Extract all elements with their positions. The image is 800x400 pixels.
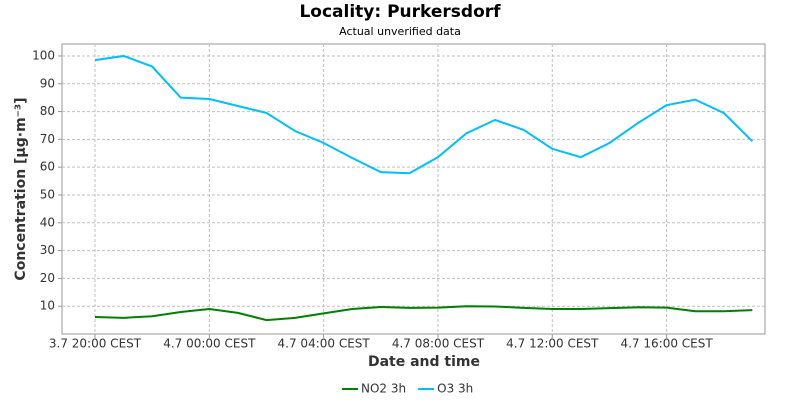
y-tick-label: 100 — [32, 48, 55, 62]
legend-label: O3 3h — [437, 382, 473, 396]
y-tick-label: 80 — [40, 104, 55, 118]
y-tick-label: 30 — [40, 243, 55, 257]
x-tick-label: 3.7 20:00 CEST — [49, 337, 142, 351]
y-tick-label: 10 — [40, 299, 55, 313]
chart-subtitle: Actual unverified data — [339, 25, 461, 38]
plot-area — [61, 43, 766, 335]
legend-label: NO2 3h — [361, 382, 406, 396]
x-axis-label: Date and time — [368, 354, 480, 370]
series-line — [94, 305, 753, 322]
chart-title: Locality: Purkersdorf — [299, 2, 501, 22]
series-line — [94, 54, 754, 175]
x-tick-label: 4.7 16:00 CEST — [620, 337, 713, 351]
x-tick-label: 4.7 12:00 CEST — [506, 337, 599, 351]
y-tick-label: 70 — [40, 132, 55, 146]
y-tick-label: 40 — [40, 215, 55, 229]
y-tick-label: 90 — [40, 76, 55, 90]
y-axis-label: Concentration [µg·m⁻³] — [13, 97, 29, 280]
x-tick-label: 4.7 04:00 CEST — [278, 337, 371, 351]
y-tick-label: 20 — [40, 271, 55, 285]
x-tick-label: 4.7 00:00 CEST — [163, 337, 256, 351]
x-tick-label: 4.7 08:00 CEST — [392, 337, 485, 351]
y-tick-label: 50 — [40, 187, 55, 201]
y-tick-label: 60 — [40, 160, 55, 174]
